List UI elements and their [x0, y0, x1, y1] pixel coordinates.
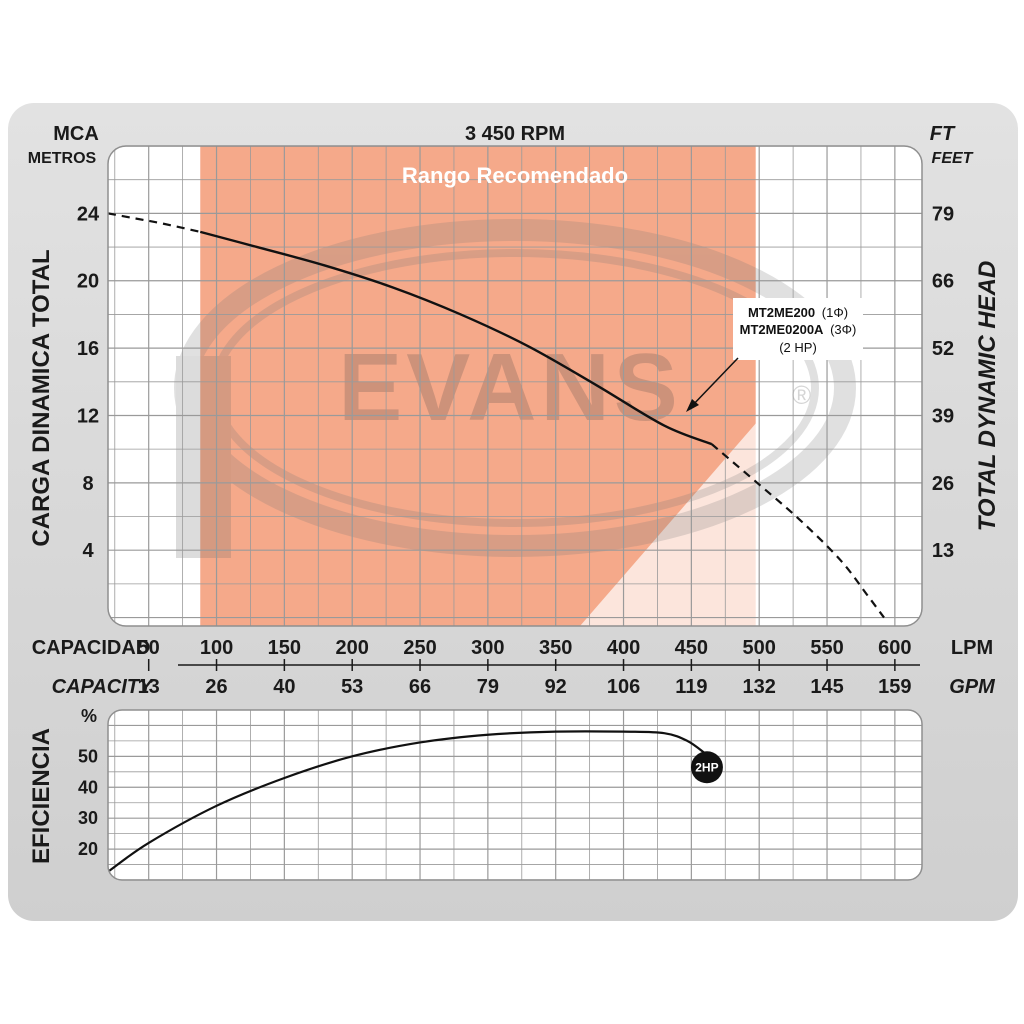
x-tick-label-gpm: 92 — [545, 676, 567, 698]
x-tick-label-lpm: 600 — [878, 637, 911, 659]
x-tick-label-gpm: 26 — [205, 676, 227, 698]
efficiency-grid — [108, 710, 922, 880]
head-curve-solid — [199, 230, 713, 446]
efficiency-unit: % — [81, 706, 97, 726]
callout-model-1: MT2ME200 — [748, 305, 815, 320]
svg-text:MT2ME200 (1Φ): MT2ME200 (1Φ) — [748, 305, 848, 320]
left-unit-mca: MCA — [53, 123, 99, 145]
left-axis-title: CARGA DINAMICA TOTAL — [28, 249, 55, 546]
left-unit-metros: METROS — [28, 150, 97, 167]
x-tick-label-gpm: 40 — [273, 676, 295, 698]
callout-phase-1: (1Φ) — [822, 305, 848, 320]
x-tick-label-gpm: 132 — [743, 676, 776, 698]
y-tick-label-ft: 52 — [932, 338, 954, 360]
head-curve-dashed-right — [711, 443, 885, 619]
x-tick-label-gpm: 66 — [409, 676, 431, 698]
x-tick-label-lpm: 450 — [675, 637, 708, 659]
x-tick-label-lpm: 100 — [200, 637, 233, 659]
efficiency-plot-area — [108, 710, 922, 880]
recommended-range-label: Rango Recomendado — [402, 163, 628, 188]
eff-tick-label: 20 — [78, 839, 98, 859]
callout-arrow — [689, 357, 739, 409]
x-tick-label-gpm: 106 — [607, 676, 640, 698]
y-tick-label-ft: 66 — [932, 271, 954, 293]
gpm-unit: GPM — [949, 676, 996, 698]
right-unit-feet: FEET — [932, 150, 974, 167]
x-tick-label-gpm: 119 — [675, 676, 707, 698]
y-tick-label-mca: 8 — [82, 473, 93, 495]
callout-arrowhead — [686, 399, 699, 412]
hp-badge-text: 2HP — [695, 760, 718, 774]
y-tick-label-mca: 16 — [77, 338, 99, 360]
capacity-label-en: CAPACITY — [52, 676, 154, 698]
callout-hp: (2 HP) — [779, 340, 817, 355]
svg-text:MT2ME0200A (3Φ): MT2ME0200A (3Φ) — [740, 322, 857, 337]
x-tick-label-lpm: 350 — [539, 637, 572, 659]
x-tick-label-gpm: 145 — [810, 676, 843, 698]
hp-badge — [690, 751, 723, 784]
y-tick-label-mca: 12 — [77, 405, 99, 427]
speed-label: 3 450 RPM — [465, 123, 565, 145]
x-tick-label-gpm: 79 — [477, 676, 499, 698]
watermark-registered-mark: ® — [792, 380, 811, 410]
head-plot-border — [107, 145, 923, 627]
x-tick-label-lpm: 50 — [138, 637, 160, 659]
head-curve-dashed-left — [108, 212, 201, 233]
y-tick-label-ft: 13 — [932, 540, 954, 562]
y-tick-label-mca: 4 — [82, 540, 94, 562]
x-tick-label-gpm: 159 — [878, 676, 911, 698]
efficiency-line — [108, 730, 706, 872]
y-tick-label-mca: 24 — [77, 203, 100, 225]
y-tick-label-ft: 26 — [932, 473, 954, 495]
eff-tick-label: 40 — [78, 777, 98, 797]
x-tick-label-gpm: 13 — [138, 676, 160, 698]
eff-tick-label: 50 — [78, 746, 98, 766]
callout-phase-2: (3Φ) — [830, 322, 856, 337]
y-tick-labels-ft: 13 26 39 52 66 79 — [932, 203, 954, 562]
eff-tick-label: 30 — [78, 808, 98, 828]
lpm-unit: LPM — [951, 637, 993, 659]
y-tick-label-ft: 39 — [932, 405, 954, 427]
capacity-label-es: CAPACIDAD — [32, 637, 151, 659]
evans-watermark: EVANS ® — [174, 219, 856, 558]
x-tick-label-gpm: 53 — [341, 676, 363, 698]
x-tick-label-lpm: 300 — [471, 637, 504, 659]
x-tick-label-lpm: 250 — [403, 637, 436, 659]
efficiency-plot-border — [107, 709, 923, 881]
head-grid — [108, 146, 922, 626]
y-tick-labels-mca: 4 8 12 16 20 24 — [77, 203, 100, 562]
callout-model-2: MT2ME0200A — [740, 322, 824, 337]
x-tick-label-lpm: 500 — [743, 637, 776, 659]
x-tick-label-lpm: 150 — [268, 637, 301, 659]
callout-box — [733, 298, 863, 360]
right-unit-ft: FT — [930, 123, 956, 145]
model-callout: MT2ME200 (1Φ) MT2ME0200A (3Φ) (2 HP) — [686, 298, 863, 412]
efficiency-tick-labels: 20 30 40 50 — [78, 746, 98, 859]
efficiency-axis-title: EFICIENCIA — [28, 728, 55, 864]
y-tick-label-mca: 20 — [77, 271, 99, 293]
x-tick-label-lpm: 200 — [336, 637, 369, 659]
x-tick-label-lpm: 550 — [810, 637, 843, 659]
hp-badge-group: 2HP — [690, 751, 723, 784]
capacity-ticks: 50 13 100 26 150 40 200 53 250 66 300 79 350 92 400 106… — [138, 637, 912, 698]
head-curves — [108, 212, 885, 619]
watermark-text: EVANS — [338, 334, 682, 441]
x-tick-label-lpm: 400 — [607, 637, 640, 659]
efficiency-curve — [108, 730, 706, 872]
y-tick-label-ft: 79 — [932, 203, 954, 225]
right-axis-title: TOTAL DYNAMIC HEAD — [974, 261, 1001, 532]
